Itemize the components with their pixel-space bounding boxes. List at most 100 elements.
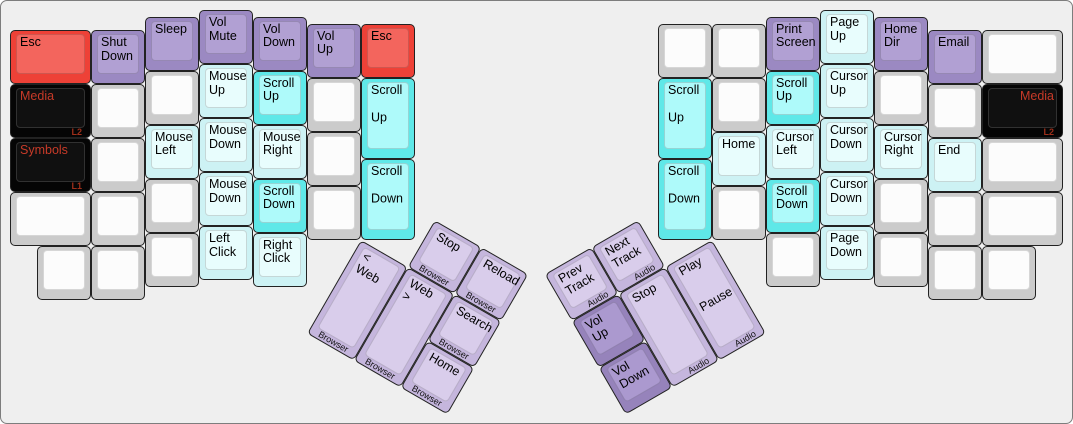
key-blank[interactable] — [982, 30, 1063, 85]
keycap-top — [880, 74, 922, 115]
key-scroll-down[interactable]: Scroll Down — [361, 158, 415, 240]
key-blank[interactable] — [658, 23, 712, 78]
keycap-top — [826, 122, 868, 162]
key-mouse-down[interactable]: Mouse Down — [199, 118, 253, 172]
key-blank[interactable] — [145, 178, 199, 233]
key-label: Mouse Down — [209, 123, 247, 151]
key-mouse-right[interactable]: Mouse Right — [253, 124, 307, 179]
key-cursor-down[interactable]: Cursor Down — [820, 118, 874, 172]
key-scroll-up[interactable]: Scroll Up — [361, 77, 415, 159]
key-label: Print Screen — [776, 21, 816, 50]
key-label: Page Up — [830, 15, 860, 43]
key-scroll-up[interactable]: Scroll Up — [658, 77, 712, 159]
key-blank[interactable] — [712, 23, 766, 78]
key-vol-up[interactable]: Vol Up — [307, 23, 361, 78]
key-symbols[interactable]: Symbols L1 — [10, 138, 91, 193]
key-blank[interactable] — [91, 84, 145, 139]
keycap-top — [16, 34, 85, 75]
key-blank[interactable] — [145, 232, 199, 287]
keycap-top — [772, 182, 814, 223]
keycap-top — [43, 250, 85, 291]
key-page-down[interactable]: Page Down — [820, 226, 874, 280]
key-blank[interactable] — [874, 178, 928, 233]
key-cursor-left[interactable]: Cursor Left — [766, 124, 820, 179]
keycap-top — [988, 250, 1030, 291]
key-blank[interactable] — [91, 138, 145, 193]
keycap-top — [880, 128, 922, 169]
key-mouse-left[interactable]: Mouse Left — [145, 124, 199, 179]
keycap-top — [151, 74, 193, 115]
key-blank[interactable] — [91, 246, 145, 301]
key-blank[interactable] — [91, 192, 145, 247]
key-cursor-up[interactable]: Cursor Up — [820, 64, 874, 118]
key-label: Left Click — [209, 231, 237, 259]
keycap-top — [259, 236, 301, 277]
key-blank[interactable] — [10, 192, 91, 247]
key-label: Vol Mute — [209, 15, 237, 43]
key-label: Mouse Left — [155, 129, 193, 158]
key-label: Up — [668, 110, 684, 125]
key-cursor-down[interactable]: Cursor Down — [820, 172, 874, 226]
key-blank[interactable] — [982, 246, 1036, 301]
key-blank[interactable] — [982, 192, 1063, 247]
key-scroll-down[interactable]: Scroll Down — [766, 178, 820, 233]
key-front-label: L1 — [71, 181, 82, 192]
key-blank[interactable] — [928, 246, 982, 301]
key-email[interactable]: Email — [928, 30, 982, 85]
keycap-top — [718, 135, 760, 176]
key-blank[interactable] — [307, 185, 361, 240]
key-blank[interactable] — [712, 77, 766, 132]
key-blank[interactable] — [928, 84, 982, 139]
keycap-top — [151, 20, 193, 61]
keycap-top — [205, 176, 247, 216]
key-page-up[interactable]: Page Up — [820, 10, 874, 64]
key-blank[interactable] — [766, 232, 820, 287]
key-media[interactable]: Media L2 — [10, 84, 91, 139]
key-media[interactable]: Media L2 — [982, 84, 1063, 139]
key-blank[interactable] — [307, 131, 361, 186]
key-scroll-down[interactable]: Scroll Down — [253, 178, 307, 233]
key-print-screen[interactable]: Print Screen — [766, 16, 820, 71]
key-label: Up — [371, 110, 387, 125]
key-mouse-up[interactable]: Mouse Up — [199, 64, 253, 118]
key-scroll-up[interactable]: Scroll Up — [253, 70, 307, 125]
key-mouse-down[interactable]: Mouse Down — [199, 172, 253, 226]
key-home[interactable]: Home — [712, 131, 766, 186]
key-shut-down[interactable]: Shut Down — [91, 30, 145, 85]
key-left-click[interactable]: Left Click — [199, 226, 253, 280]
key-sleep[interactable]: Sleep — [145, 16, 199, 71]
key-blank[interactable] — [307, 77, 361, 132]
key-end[interactable]: End — [928, 138, 982, 193]
keycap-top — [313, 189, 355, 230]
key-vol-down[interactable]: Vol Down — [253, 16, 307, 71]
keycap-top — [988, 196, 1057, 237]
keycap-top — [880, 20, 922, 61]
key-scroll-down[interactable]: Scroll Down — [658, 158, 712, 240]
key-esc[interactable]: Esc — [10, 30, 91, 85]
key-blank[interactable] — [145, 70, 199, 125]
keycap-top — [259, 20, 301, 61]
keycap-top — [934, 196, 976, 237]
keycap-top — [97, 250, 139, 291]
key-blank[interactable] — [928, 192, 982, 247]
key-vol-mute[interactable]: Vol Mute — [199, 10, 253, 64]
key-blank[interactable] — [982, 138, 1063, 193]
key-scroll-up[interactable]: Scroll Up — [766, 70, 820, 125]
key-cursor-right[interactable]: Cursor Right — [874, 124, 928, 179]
key-blank[interactable] — [874, 232, 928, 287]
key-label: Cursor Right — [884, 129, 922, 158]
key-esc[interactable]: Esc — [361, 23, 415, 78]
keycap-top — [367, 81, 409, 149]
key-blank[interactable] — [37, 246, 91, 301]
key-label: End — [938, 143, 961, 158]
key-label: Shut Down — [101, 35, 133, 63]
key-home-dir[interactable]: Home Dir — [874, 16, 928, 71]
keycap-top — [97, 34, 139, 75]
key-blank[interactable] — [874, 70, 928, 125]
key-label: Scroll Up — [263, 75, 295, 104]
keycap-top — [664, 81, 706, 149]
key-right-click[interactable]: Right Click — [253, 232, 307, 287]
key-label: Page Down — [830, 231, 862, 259]
key-blank[interactable] — [712, 185, 766, 240]
